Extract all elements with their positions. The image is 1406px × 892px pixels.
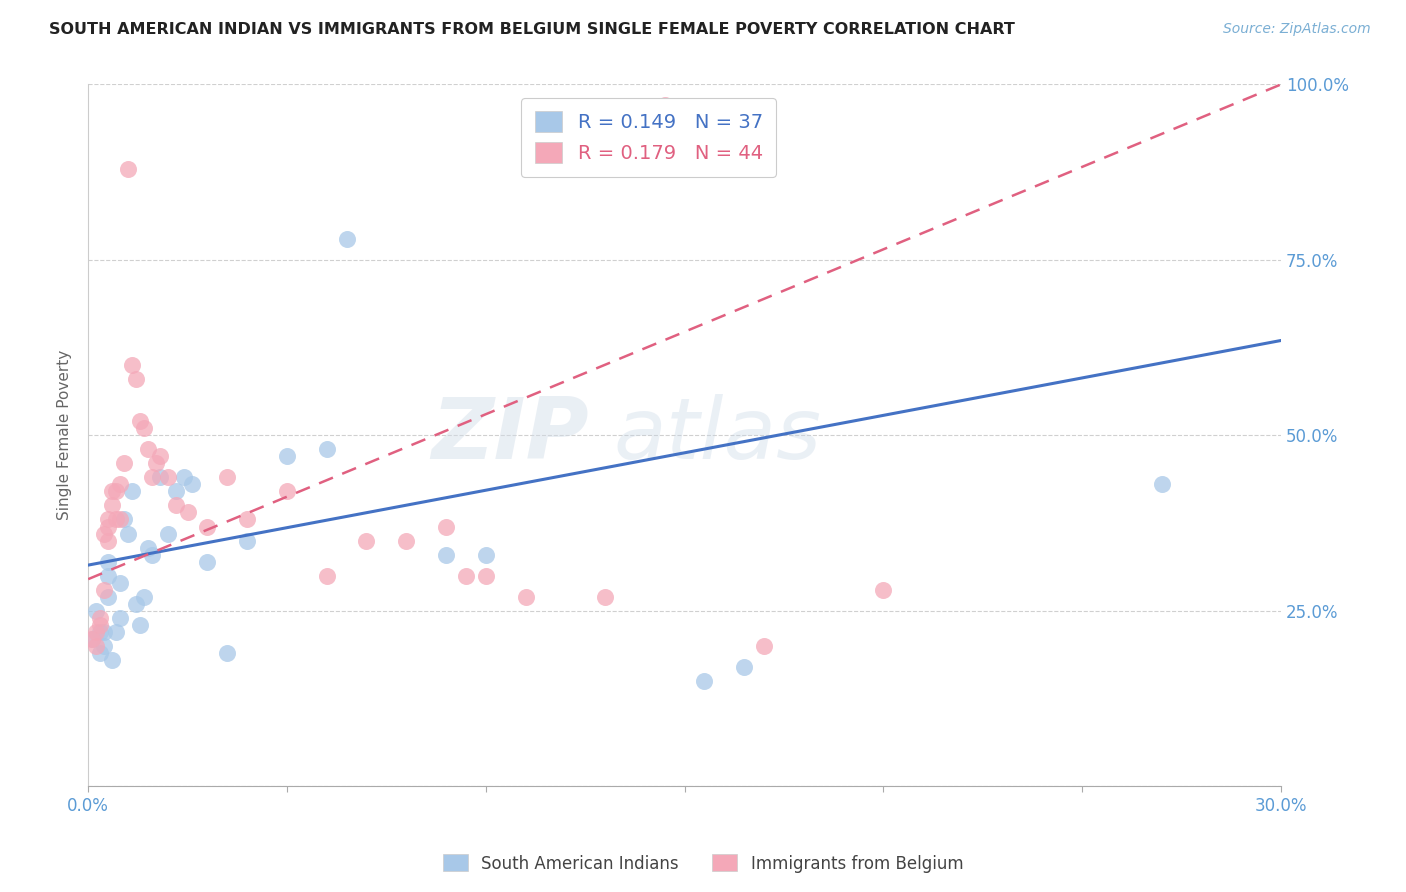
Point — [132, 421, 155, 435]
Point — [197, 555, 219, 569]
Point — [395, 533, 418, 548]
Point — [474, 548, 496, 562]
Point — [434, 548, 457, 562]
Point — [1150, 477, 1173, 491]
Point — [93, 526, 115, 541]
Point — [89, 624, 111, 639]
Point — [121, 484, 143, 499]
Point — [117, 526, 139, 541]
Point — [132, 590, 155, 604]
Point — [165, 484, 187, 499]
Point — [149, 450, 172, 464]
Point — [315, 568, 337, 582]
Point — [276, 484, 298, 499]
Point — [108, 477, 131, 491]
Point — [84, 604, 107, 618]
Point — [145, 456, 167, 470]
Point — [89, 646, 111, 660]
Point — [276, 450, 298, 464]
Point — [236, 512, 259, 526]
Point — [454, 568, 477, 582]
Text: ZIP: ZIP — [432, 393, 589, 477]
Point — [156, 470, 179, 484]
Point — [97, 555, 120, 569]
Point — [136, 442, 159, 457]
Point — [82, 632, 104, 646]
Text: Source: ZipAtlas.com: Source: ZipAtlas.com — [1223, 22, 1371, 37]
Point — [108, 575, 131, 590]
Point — [356, 533, 378, 548]
Point — [82, 632, 104, 646]
Point — [89, 617, 111, 632]
Point — [176, 506, 198, 520]
Point — [121, 358, 143, 372]
Point — [112, 512, 135, 526]
Point — [128, 414, 150, 428]
Point — [104, 624, 127, 639]
Point — [654, 98, 676, 112]
Point — [165, 499, 187, 513]
Point — [97, 512, 120, 526]
Point — [156, 526, 179, 541]
Y-axis label: Single Female Poverty: Single Female Poverty — [58, 351, 72, 520]
Point — [474, 568, 496, 582]
Point — [112, 456, 135, 470]
Point — [173, 470, 195, 484]
Point — [236, 533, 259, 548]
Point — [101, 653, 124, 667]
Point — [104, 484, 127, 499]
Point — [434, 519, 457, 533]
Point — [180, 477, 202, 491]
Point — [97, 533, 120, 548]
Point — [217, 470, 239, 484]
Point — [108, 512, 131, 526]
Text: atlas: atlas — [613, 393, 821, 477]
Point — [97, 590, 120, 604]
Point — [117, 161, 139, 176]
Point — [593, 590, 616, 604]
Point — [141, 548, 163, 562]
Text: SOUTH AMERICAN INDIAN VS IMMIGRANTS FROM BELGIUM SINGLE FEMALE POVERTY CORRELATI: SOUTH AMERICAN INDIAN VS IMMIGRANTS FROM… — [49, 22, 1015, 37]
Point — [108, 611, 131, 625]
Point — [733, 660, 755, 674]
Point — [84, 639, 107, 653]
Point — [125, 597, 148, 611]
Point — [693, 673, 716, 688]
Point — [101, 484, 124, 499]
Point — [125, 372, 148, 386]
Point — [141, 470, 163, 484]
Point — [84, 624, 107, 639]
Point — [97, 519, 120, 533]
Point — [315, 442, 337, 457]
Point — [149, 470, 172, 484]
Legend: South American Indians, Immigrants from Belgium: South American Indians, Immigrants from … — [436, 847, 970, 880]
Point — [217, 646, 239, 660]
Point — [128, 617, 150, 632]
Point — [97, 568, 120, 582]
Point — [93, 639, 115, 653]
Point — [515, 590, 537, 604]
Point — [336, 232, 359, 246]
Point — [104, 512, 127, 526]
Point — [752, 639, 775, 653]
Point — [197, 519, 219, 533]
Point — [93, 582, 115, 597]
Point — [872, 582, 894, 597]
Point — [101, 499, 124, 513]
Point — [93, 624, 115, 639]
Point — [136, 541, 159, 555]
Point — [89, 611, 111, 625]
Legend: R = 0.149   N = 37, R = 0.179   N = 44: R = 0.149 N = 37, R = 0.179 N = 44 — [522, 97, 776, 177]
